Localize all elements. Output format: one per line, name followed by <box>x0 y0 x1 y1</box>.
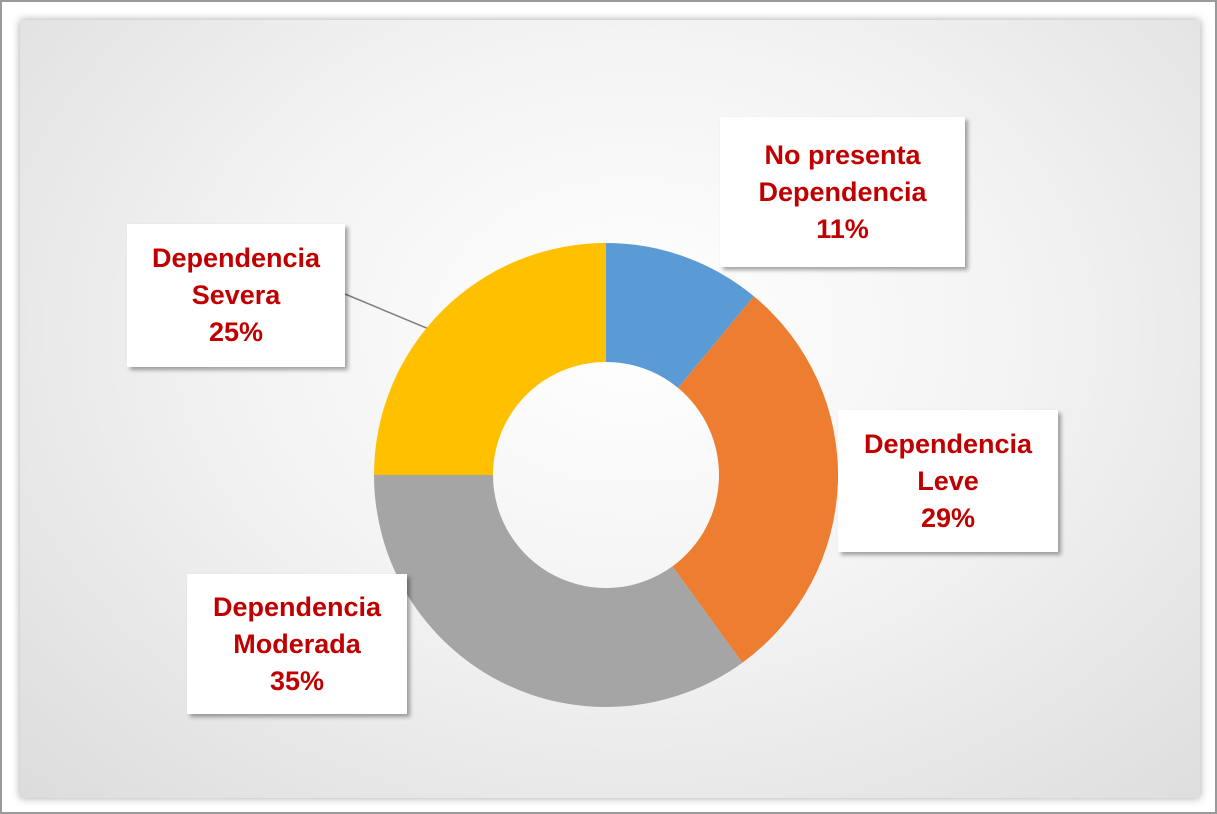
donut-segment <box>374 243 606 475</box>
category-label: Dependencia Severa <box>151 243 321 310</box>
donut-segment <box>606 243 754 388</box>
value-label: 35% <box>269 665 325 696</box>
value-label: 29% <box>920 502 976 533</box>
value-label: 25% <box>208 317 264 347</box>
data-label: Dependencia Moderada 35% <box>187 574 407 714</box>
category-label: Dependencia Leve <box>863 428 1033 496</box>
value-label: 11% <box>816 213 869 244</box>
data-label: Dependencia Leve 29% <box>838 410 1058 552</box>
category-label: No presenta Dependencia <box>758 139 927 207</box>
data-label: Dependencia Severa 25% <box>127 224 345 367</box>
donut-segment <box>672 296 838 663</box>
category-label: Dependencia Moderada <box>212 591 382 659</box>
data-label: No presenta Dependencia 11% <box>720 117 965 267</box>
donut-segment <box>374 475 743 707</box>
